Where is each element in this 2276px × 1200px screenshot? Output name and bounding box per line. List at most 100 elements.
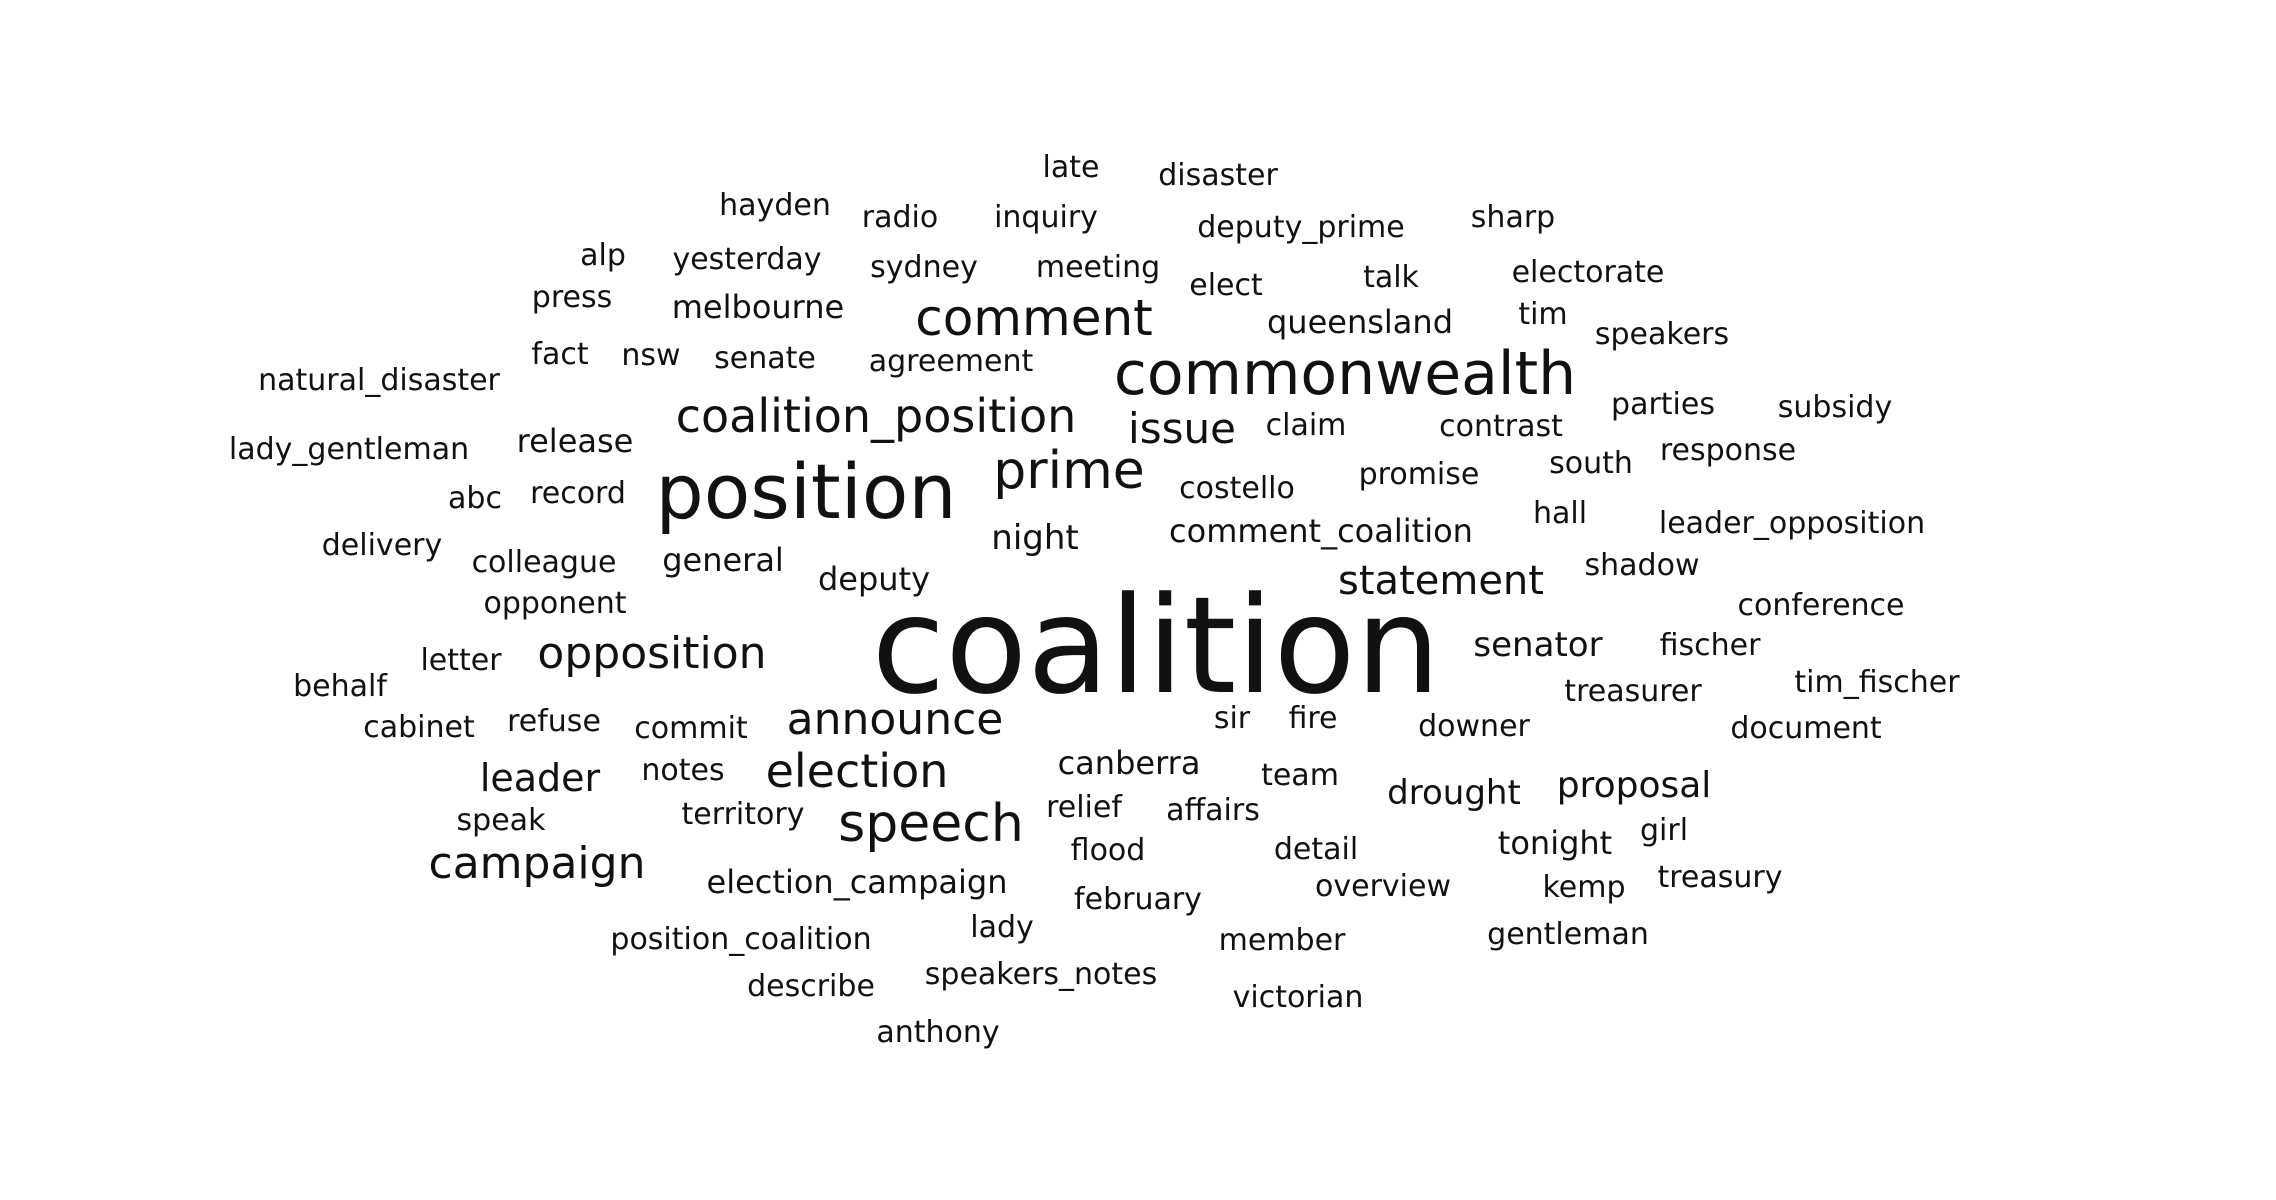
word: elect: [1189, 268, 1263, 303]
word: subsidy: [1777, 390, 1893, 425]
word: issue: [1128, 404, 1236, 453]
word: opposition: [537, 628, 767, 679]
word: commit: [634, 711, 748, 746]
word: speakers_notes: [924, 957, 1158, 992]
word: claim: [1265, 408, 1347, 443]
word: inquiry: [994, 200, 1098, 235]
word: notes: [641, 753, 725, 788]
word: agreement: [868, 344, 1034, 379]
word: melbourne: [671, 288, 845, 326]
word: document: [1730, 711, 1882, 746]
word: south: [1549, 446, 1633, 481]
word: coalition: [871, 568, 1441, 724]
word: press: [531, 280, 613, 315]
word: radio: [861, 200, 939, 235]
word: senator: [1473, 625, 1603, 665]
word: fischer: [1659, 628, 1761, 663]
word: leader: [479, 756, 601, 800]
word: cabinet: [363, 710, 475, 745]
word: fire: [1288, 701, 1338, 736]
word: letter: [420, 643, 502, 678]
word: speakers: [1594, 317, 1730, 352]
word: natural_disaster: [258, 363, 500, 398]
word: sir: [1213, 701, 1251, 736]
word: lady: [970, 910, 1034, 945]
word: member: [1218, 923, 1346, 958]
word: election_campaign: [706, 863, 1008, 901]
word: nsw: [621, 338, 681, 373]
word: election: [765, 744, 949, 798]
word: relief: [1046, 790, 1122, 825]
word: night: [991, 518, 1079, 558]
word: sharp: [1470, 200, 1556, 235]
word: queensland: [1266, 303, 1454, 341]
word: alp: [580, 238, 626, 273]
word: victorian: [1232, 980, 1364, 1015]
word: delivery: [321, 528, 443, 563]
word: promise: [1358, 457, 1480, 492]
word: deputy_prime: [1197, 210, 1405, 245]
word: position: [655, 447, 957, 536]
word: deputy: [817, 560, 931, 598]
word: shadow: [1584, 548, 1700, 583]
word: proposal: [1556, 765, 1712, 806]
word: costello: [1179, 471, 1295, 506]
word: yesterday: [672, 242, 822, 277]
word: speak: [456, 803, 546, 838]
word: tim_fischer: [1794, 665, 1960, 700]
word: commonwealth: [1113, 339, 1577, 409]
word: campaign: [428, 838, 646, 889]
word: girl: [1639, 813, 1689, 848]
word: kemp: [1542, 870, 1626, 905]
word: abc: [448, 481, 502, 516]
word: hayden: [719, 188, 831, 223]
word: territory: [681, 797, 805, 832]
word: speech: [838, 794, 1024, 854]
word: parties: [1611, 387, 1715, 422]
word: prime: [993, 441, 1145, 501]
word: record: [530, 476, 626, 511]
word: fact: [531, 337, 589, 372]
word: overview: [1315, 869, 1451, 904]
word: colleague: [471, 545, 617, 580]
word: gentleman: [1487, 917, 1649, 952]
word: statement: [1338, 558, 1544, 604]
word: coalition_position: [675, 389, 1077, 443]
word: treasury: [1657, 860, 1783, 895]
word: meeting: [1035, 250, 1161, 285]
word: talk: [1363, 260, 1419, 295]
word: behalf: [293, 669, 387, 704]
word: opponent: [483, 586, 627, 621]
word: downer: [1418, 709, 1530, 744]
word: february: [1074, 882, 1202, 917]
word: anthony: [876, 1015, 1000, 1050]
word: release: [516, 422, 634, 460]
word: general: [662, 541, 784, 579]
word: treasurer: [1564, 674, 1702, 709]
word: electorate: [1511, 255, 1665, 290]
word: comment_coalition: [1169, 512, 1473, 550]
word: describe: [747, 969, 875, 1004]
word: canberra: [1057, 744, 1201, 782]
word: refuse: [507, 704, 601, 739]
word: leader_opposition: [1658, 506, 1926, 541]
word: disaster: [1158, 158, 1278, 193]
word: tim: [1518, 297, 1568, 332]
word: lady_gentleman: [228, 432, 470, 467]
word: announce: [786, 694, 1004, 745]
word: contrast: [1439, 409, 1563, 444]
word: sydney: [870, 250, 978, 285]
word: hall: [1532, 496, 1588, 531]
word: late: [1042, 150, 1100, 185]
word: detail: [1273, 832, 1359, 867]
word: response: [1659, 433, 1797, 468]
word: team: [1261, 758, 1339, 793]
word: flood: [1070, 833, 1146, 868]
word: conference: [1737, 588, 1905, 623]
word: drought: [1387, 773, 1521, 813]
word: senate: [714, 341, 816, 376]
word: comment: [915, 289, 1153, 347]
word: position_coalition: [610, 922, 872, 957]
word: tonight: [1497, 824, 1613, 862]
